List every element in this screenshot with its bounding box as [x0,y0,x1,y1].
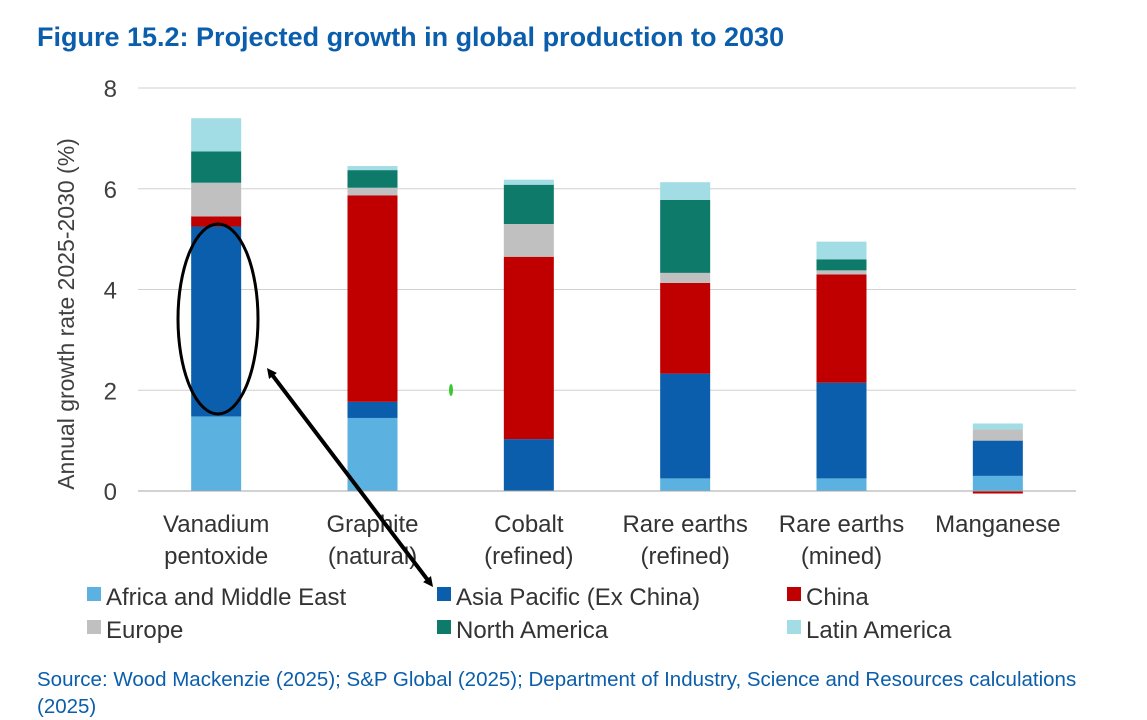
legend-label: Latin America [806,617,952,644]
x-tick-label: Cobalt [494,511,564,538]
bar-segment [972,423,1023,430]
bar-segment [191,151,242,183]
bar-segment [972,491,1023,494]
chart-title: Figure 15.2: Projected growth in global … [37,22,785,52]
bar-segment [503,439,554,491]
legend-label: Europe [106,617,183,644]
x-tick-label: Rare earths [779,511,904,538]
legend-label: Asia Pacific (Ex China) [456,584,700,611]
legend-swatch [87,620,101,634]
bar-segment [503,256,554,440]
y-axis-label: Annual growth rate 2025-2030 (%) [53,138,79,490]
bar-segment [191,416,242,491]
legend-label: Africa and Middle East [106,584,346,611]
bar-segment [191,226,242,417]
bar-segment [816,270,867,275]
x-tick-label: Vanadium [163,511,269,538]
grid-lines [138,87,1076,391]
bar-segment [191,118,242,152]
legend-swatch [87,587,101,601]
bar-segment [660,373,711,479]
bar-segment [503,224,554,257]
bar-segment [347,170,398,188]
y-tick-label: 8 [104,76,117,103]
bar-segment [660,199,711,273]
bar-segment [347,187,398,196]
bar-segment [816,274,867,383]
legend-label: China [806,584,869,611]
bar-segment [660,272,711,283]
legend-swatch [787,587,801,601]
x-tick-labels: VanadiumpentoxideGraphite(natural)Cobalt… [163,511,1061,570]
legend-swatch [437,587,451,601]
x-tick-label: Manganese [935,511,1060,538]
bar-segment [816,241,867,260]
bar-segment [347,166,398,171]
bar-segment [660,282,711,374]
bar-segment [347,417,398,491]
y-tick-label: 2 [104,378,117,405]
bar-segment [972,475,1023,491]
y-tick-label: 4 [104,278,117,305]
bar-segment [660,478,711,491]
y-tick-label: 6 [104,177,117,204]
bar-segment [816,478,867,491]
bar-segment [191,216,242,227]
x-tick-label: (refined) [640,543,729,570]
annotation-arrow [266,368,434,587]
y-tick-label: 0 [104,479,117,506]
source-note: Source: Wood Mackenzie (2025); S&P Globa… [37,668,1077,718]
legend-swatch [787,620,801,634]
bar-segment [972,429,1023,441]
x-tick-label: pentoxide [164,543,268,570]
green-dot-mark [449,384,453,396]
y-tick-labels: 0 2 4 6 8 [104,76,117,506]
x-tick-label: (mined) [801,543,882,570]
bar-segment [660,182,711,200]
bar-segment [191,182,242,217]
bar-segment [816,259,867,271]
x-tick-label: Rare earths [622,511,747,538]
bar-segment [503,184,554,225]
legend-swatch [437,620,451,634]
legend-label: North America [456,617,609,644]
bar-segment [816,382,867,479]
bar-segment [972,440,1023,476]
x-tick-label: (refined) [484,543,573,570]
highlight-ellipse [176,222,260,416]
bar-segment [503,179,554,185]
bar-segment [347,195,398,402]
x-tick-label: Graphite [326,511,418,538]
bar-segment [347,401,398,418]
bars [191,118,1023,494]
legend: Africa and Middle East Asia Pacific (Ex C… [87,584,952,644]
